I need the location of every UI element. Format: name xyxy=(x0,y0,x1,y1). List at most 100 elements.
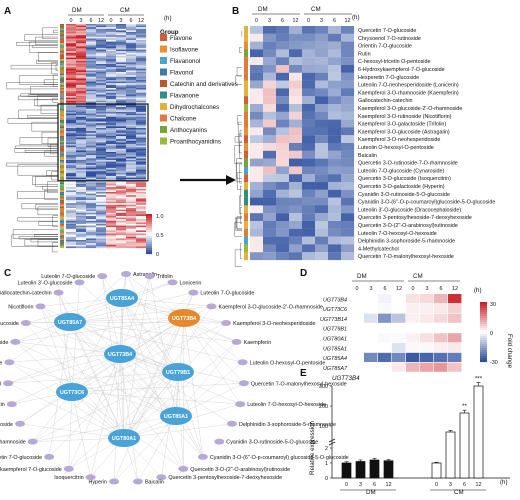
panel-a-cell xyxy=(136,244,147,247)
panel-c-metabolite-node xyxy=(235,401,246,408)
panel-b-cell xyxy=(276,189,290,198)
panel-c-edge xyxy=(32,391,73,442)
panel-a-cell xyxy=(76,57,87,60)
panel-a-legend-swatch xyxy=(160,34,167,41)
panel-b-cell xyxy=(263,158,277,167)
panel-a-cell xyxy=(106,155,117,157)
panel-a-cell xyxy=(136,84,147,87)
panel-a-scale-step xyxy=(146,232,152,235)
panel-b-row-group-color xyxy=(244,72,248,81)
panel-b-tick: 3 xyxy=(268,18,271,24)
panel-a-row-group-color xyxy=(60,166,64,169)
panel-a-cell xyxy=(106,70,117,73)
panel-a-cell xyxy=(76,243,87,245)
panel-b-row-label: Kaempferol 3-O-rhamnoside (Kaempferin) xyxy=(358,90,459,96)
panel-a-cell xyxy=(86,142,97,145)
panel-a-scale-step xyxy=(146,230,152,233)
panel-a-legend-label: Flavanone xyxy=(170,93,199,100)
panel-a-cell xyxy=(76,40,87,42)
panel-a-cell xyxy=(86,120,97,122)
panel-a-cell xyxy=(116,86,127,89)
panel-a-cell xyxy=(116,227,127,229)
panel-a-cell xyxy=(76,246,87,249)
panel-a-cell xyxy=(136,204,147,207)
panel-a-cell xyxy=(126,177,137,180)
panel-d-cell xyxy=(434,323,448,333)
panel-b-cell xyxy=(315,80,329,89)
panel-a-cell xyxy=(96,224,107,226)
panel-b-cell xyxy=(250,111,264,120)
panel-a-cell xyxy=(86,28,97,31)
panel-a-cell xyxy=(116,25,127,28)
panel-b-cell xyxy=(315,174,329,183)
panel-a-cell xyxy=(96,217,107,220)
panel-a-cell xyxy=(136,81,147,84)
panel-b-cell xyxy=(276,244,290,253)
panel-a-cell xyxy=(86,244,97,247)
panel-b-cell xyxy=(302,96,316,105)
panel-a-cell xyxy=(106,166,117,169)
panel-c-metabolite-node xyxy=(206,303,217,310)
panel-a-cell xyxy=(116,228,127,231)
panel-a-cell xyxy=(96,131,107,133)
panel-a-cell xyxy=(116,96,127,98)
panel-a-cell xyxy=(76,140,87,143)
panel-a-cell xyxy=(76,25,87,28)
panel-a-cell xyxy=(136,176,147,178)
panel-a-cell xyxy=(86,65,97,68)
panel-a-cell xyxy=(76,78,87,81)
panel-a-cell xyxy=(116,180,127,183)
panel-a-cell xyxy=(116,176,127,178)
panel-a-row-group-color xyxy=(60,225,64,228)
panel-a-cell xyxy=(66,211,77,213)
panel-a-row-group-color xyxy=(60,187,64,189)
panel-b-cell xyxy=(276,228,290,237)
panel-a-cell xyxy=(106,192,117,194)
panel-d-cell xyxy=(406,333,420,343)
panel-b-cell xyxy=(328,244,342,253)
panel-d-cell xyxy=(406,323,420,333)
panel-d-colorbar-step xyxy=(480,306,487,309)
panel-a-legend-label: Catechin and derivatives xyxy=(170,81,238,88)
panel-a-cell xyxy=(116,145,127,148)
panel-a-cell xyxy=(76,150,87,153)
panel-a-row-group-color xyxy=(60,235,64,237)
panel-a-row-group-color xyxy=(60,44,64,47)
panel-b-cell xyxy=(315,143,329,151)
panel-b-row-label: 4-Methylcatechol xyxy=(358,246,399,252)
panel-a-cell xyxy=(136,153,147,156)
panel-b-tick: 6 xyxy=(333,18,336,24)
panel-a-cell xyxy=(76,62,87,65)
panel-b-row-label: Kaempferol 3-O-galactoside (Trifolin) xyxy=(358,122,446,128)
panel-e-unit: (h) xyxy=(500,479,508,486)
panel-b-cell xyxy=(289,49,303,58)
panel-a-cell xyxy=(66,121,77,124)
panel-a-row-group-color xyxy=(60,160,64,162)
panel-a-cell xyxy=(66,161,77,164)
panel-b-cell xyxy=(328,189,342,198)
panel-a-row-group-color xyxy=(60,185,64,188)
panel-d-colorbar-step xyxy=(480,354,487,357)
panel-a-cell xyxy=(96,196,107,199)
panel-a-cell xyxy=(76,75,87,77)
panel-a-cell xyxy=(136,30,147,33)
panel-a-cell xyxy=(106,235,117,237)
panel-b-cell xyxy=(276,119,290,128)
panel-b-cell xyxy=(302,33,316,42)
panel-a-tick: 12 xyxy=(138,18,144,24)
panel-a-row-group-color xyxy=(60,243,64,245)
panel-a-cell xyxy=(96,163,107,165)
panel-a-cell xyxy=(66,118,77,121)
panel-a-cell xyxy=(86,59,97,61)
panel-a-cell xyxy=(66,105,77,108)
panel-a-cell xyxy=(136,180,147,183)
panel-c-metabolite-node xyxy=(20,319,31,326)
panel-a-cell xyxy=(126,128,137,130)
panel-b-cell xyxy=(341,197,355,206)
panel-a-cell xyxy=(136,72,147,74)
panel-a-cell xyxy=(116,33,127,36)
panel-a-cell xyxy=(106,147,117,149)
panel-b-cell xyxy=(328,143,342,151)
panel-a-cell xyxy=(66,216,77,218)
panel-a-cell xyxy=(126,158,137,161)
